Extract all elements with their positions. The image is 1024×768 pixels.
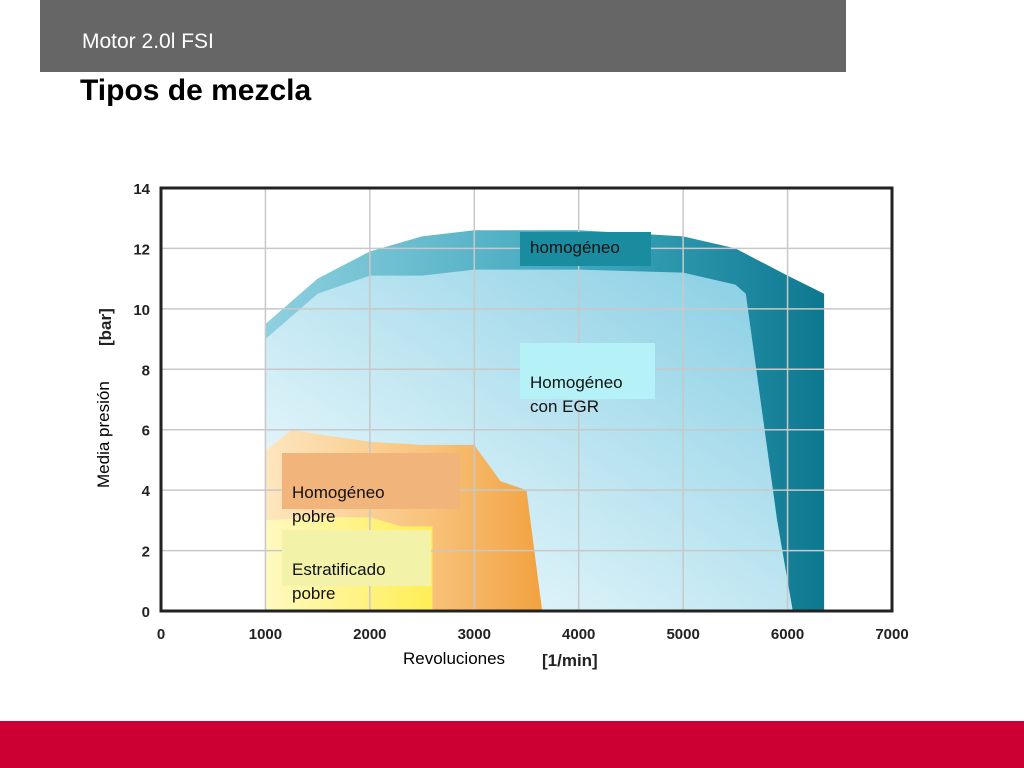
label-homogeneo-egr: Homogéneo con EGR [520,343,655,416]
y-tick-label: 4 [142,483,151,500]
x-tick-label: 4000 [562,626,595,643]
y-tick-label: 2 [142,544,150,561]
y-tick-label: 14 [133,181,150,198]
y-tick-label: 8 [142,362,150,379]
x-tick-label: 2000 [353,626,386,643]
ticks-layer: 0 1000 2000 3000 4000 5000 6000 7000 0 2 4 6 8 10 12 14 [133,181,908,643]
label-estratificado-pobre: Estratificado pobre [282,530,431,603]
x-tick-label: 6000 [771,626,804,643]
y-axis-label: Media presión [94,381,113,488]
bottom-band [0,721,1024,768]
y-tick-label: 6 [142,423,150,440]
x-tick-label: 7000 [875,626,908,643]
title-box: Tipos de mezcla [70,72,494,110]
x-tick-label: 1000 [249,626,282,643]
slide-title: Tipos de mezcla [80,74,312,107]
x-axis-label: Revoluciones [403,649,505,668]
x-tick-label: 0 [157,626,165,643]
plot-frame [159,186,894,613]
label-homogeneo-pobre: Homogéneo pobre [282,453,460,526]
chart-panel: 0 1000 2000 3000 4000 5000 6000 7000 0 2 4 6 8 10 12 14… [77,128,939,684]
label-estratificado-pobre-text: Estratificado pobre [292,560,386,603]
label-homogeneo-text: homogéneo [530,238,620,257]
header-title: Motor 2.0l FSI [82,30,214,53]
y-axis-unit: [bar] [96,308,115,346]
y-tick-label: 12 [133,241,150,258]
label-homogeneo-pobre-text: Homogéneo pobre [292,483,385,526]
label-homogeneo-egr-text: Homogéneo con EGR [530,373,623,416]
x-tick-label: 3000 [458,626,491,643]
y-tick-label: 10 [133,302,150,319]
label-homogeneo: homogéneo [520,232,651,266]
x-tick-label: 5000 [666,626,699,643]
header-bar: Motor 2.0l FSI [40,0,846,72]
y-tick-label: 0 [142,604,150,621]
x-axis-unit: [1/min] [542,651,598,670]
chart-svg: 0 1000 2000 3000 4000 5000 6000 7000 0 2 4 6 8 10 12 14… [94,181,909,670]
